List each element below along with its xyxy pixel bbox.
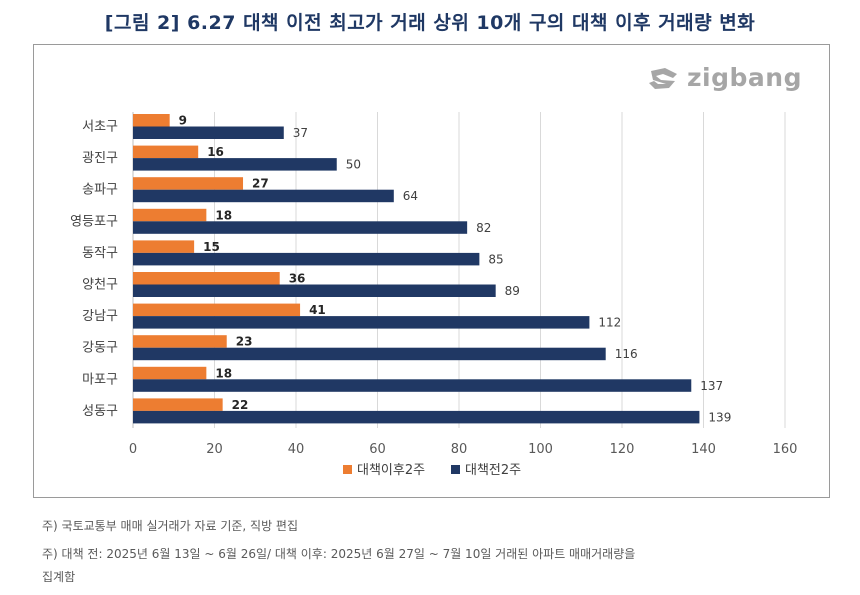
x-tick-label: 40 <box>288 442 305 457</box>
bar-after <box>133 114 170 127</box>
bar-before <box>133 252 480 266</box>
category-label: 강남구 <box>82 309 118 324</box>
zigbang-logo: zigbang <box>645 63 802 92</box>
bar-before <box>133 126 284 139</box>
data-label: 22 <box>232 398 249 412</box>
data-label: 18 <box>215 208 232 222</box>
data-label: 36 <box>289 272 306 286</box>
bar-before <box>133 221 468 234</box>
bar-before <box>133 189 394 203</box>
bar-before <box>133 158 337 171</box>
bar-before <box>133 284 496 297</box>
logo-text: zigbang <box>687 63 802 92</box>
bar-after <box>133 366 207 380</box>
legend-label: 대책전2주 <box>465 463 521 478</box>
bar-before <box>133 379 692 392</box>
data-label: 18 <box>215 366 232 380</box>
bar-after <box>133 145 199 159</box>
data-label: 137 <box>700 379 723 393</box>
bar-after <box>133 335 227 348</box>
x-tick-label: 0 <box>129 442 137 457</box>
data-label: 9 <box>179 114 187 128</box>
x-tick-label: 160 <box>773 442 798 457</box>
data-label: 23 <box>236 335 253 349</box>
category-label: 마포구 <box>82 372 118 387</box>
data-label: 139 <box>708 410 731 424</box>
category-label: 광진구 <box>82 151 118 166</box>
data-label: 116 <box>615 347 638 361</box>
legend-label: 대책이후2주 <box>357 463 425 478</box>
x-tick-label: 20 <box>206 442 223 457</box>
data-label: 89 <box>505 284 520 298</box>
category-label: 송파구 <box>82 183 118 198</box>
data-label: 82 <box>476 221 491 235</box>
x-tick-label: 60 <box>369 442 386 457</box>
data-label: 15 <box>203 240 220 254</box>
bar-after <box>133 208 207 222</box>
zigbang-logo-icon <box>649 67 677 89</box>
bar-after <box>133 240 195 253</box>
data-label: 112 <box>598 316 621 330</box>
bar-after <box>133 177 244 190</box>
data-label: 50 <box>346 158 361 172</box>
data-label: 64 <box>403 189 418 203</box>
data-label: 41 <box>309 303 326 317</box>
chart-title: [그림 2] 6.27 대책 이전 최고가 거래 상위 10개 구의 대책 이후… <box>104 12 756 34</box>
category-label: 양천구 <box>82 278 118 293</box>
source-note: 주) 국토교통부 매매 실거래가 자료 기준, 직방 편집 <box>42 519 298 533</box>
data-label: 37 <box>293 126 308 140</box>
bar-after <box>133 272 280 285</box>
bar-after <box>133 398 223 411</box>
legend-swatch <box>343 465 352 474</box>
legend-swatch <box>451 465 460 474</box>
x-tick-label: 80 <box>451 442 468 457</box>
period-note: 주) 대책 전: 2025년 6월 13일 ~ 6월 26일/ 대책 이후: 2… <box>42 547 636 561</box>
bar-before <box>133 410 700 424</box>
category-label: 동작구 <box>82 246 118 261</box>
period-note-cont: 집계함 <box>42 570 76 584</box>
x-tick-label: 120 <box>610 442 635 457</box>
bar-after <box>133 303 301 317</box>
category-label: 서초구 <box>82 120 118 135</box>
category-label: 강동구 <box>82 341 118 356</box>
bar-before <box>133 316 590 329</box>
x-tick-label: 140 <box>691 442 716 457</box>
x-tick-label: 100 <box>528 442 553 457</box>
data-label: 27 <box>252 177 269 191</box>
category-label: 성동구 <box>82 404 118 419</box>
data-label: 85 <box>488 252 503 266</box>
bar-before <box>133 347 606 361</box>
category-label: 영등포구 <box>70 214 118 229</box>
data-label: 16 <box>207 145 224 159</box>
